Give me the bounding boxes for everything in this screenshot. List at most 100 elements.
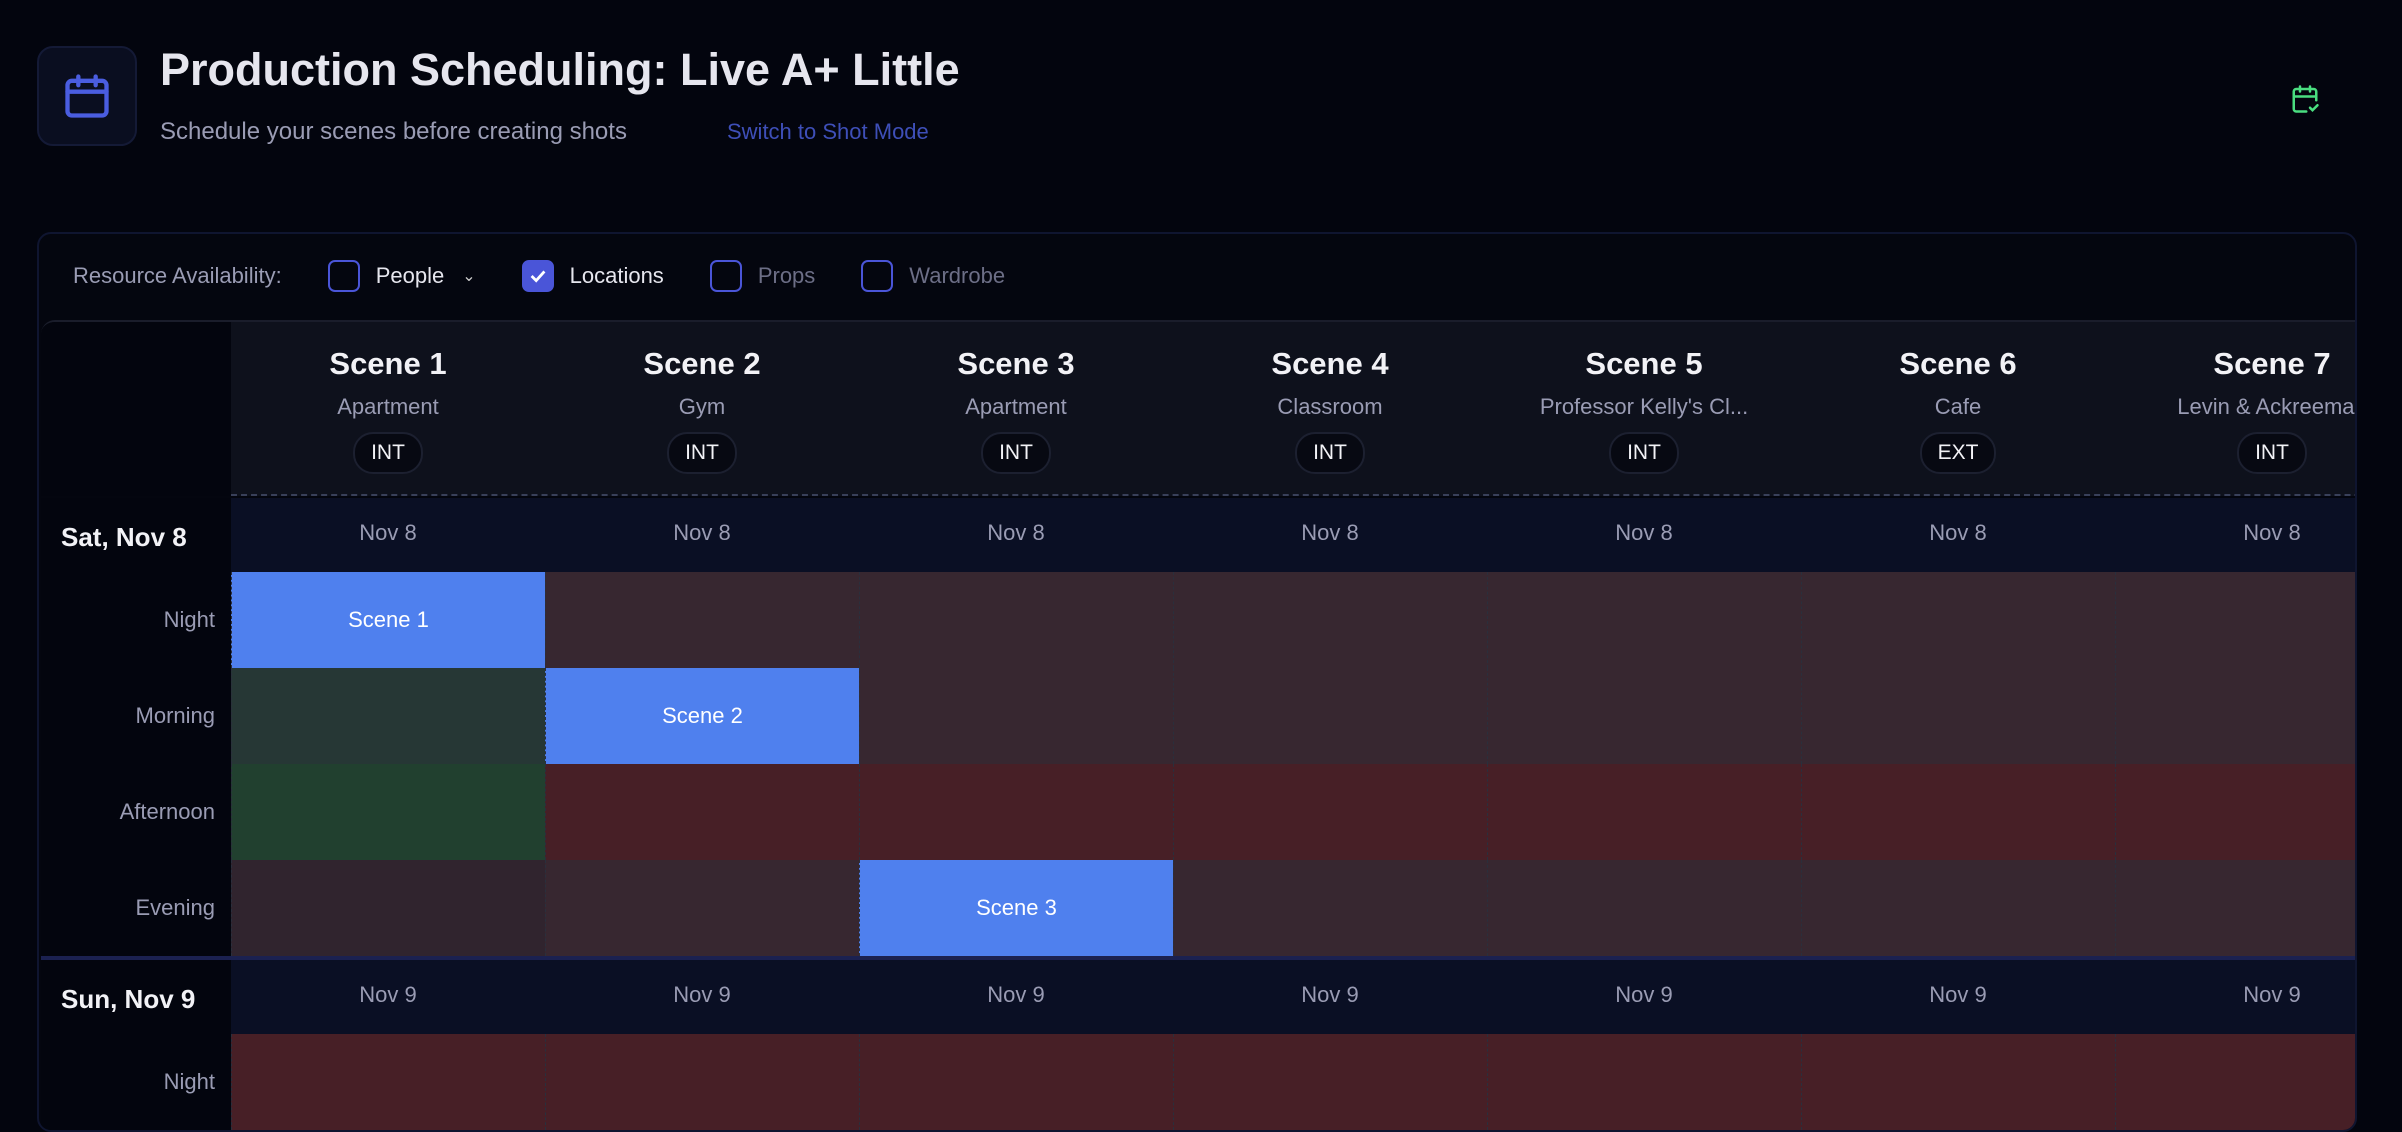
availability-cell[interactable] bbox=[231, 668, 545, 764]
availability-cell[interactable] bbox=[1801, 668, 2115, 764]
scene-name: Scene 7 bbox=[2213, 346, 2331, 381]
availability-cell[interactable] bbox=[231, 1034, 545, 1130]
day-label: Sun, Nov 9 bbox=[41, 960, 231, 1034]
int-ext-badge: EXT bbox=[1919, 432, 1997, 474]
column-date: Nov 9 bbox=[1615, 982, 1673, 1007]
scene-column-header[interactable]: Scene 5 Professor Kelly's Cl... INT bbox=[1487, 322, 1801, 494]
scene-location: Professor Kelly's Cl... bbox=[1539, 394, 1749, 419]
scene-name: Scene 4 bbox=[1271, 346, 1389, 381]
scheduled-scene-block[interactable]: Scene 3 bbox=[859, 860, 1173, 956]
int-ext-badge: INT bbox=[981, 432, 1051, 474]
filter-locations-checkbox[interactable]: Locations bbox=[521, 260, 664, 292]
chevron-down-icon[interactable]: ⌄ bbox=[462, 268, 476, 285]
availability-cell[interactable] bbox=[545, 572, 859, 668]
time-slot-label: Morning bbox=[41, 668, 231, 764]
schedule-grid: Scene 1 Apartment INT Scene 2 Gym INT Scene 3 A… bbox=[41, 320, 2355, 1130]
availability-cell[interactable] bbox=[2115, 1034, 2355, 1130]
scene-name: Scene 5 bbox=[1585, 346, 1703, 381]
scheduled-scene-block[interactable]: Scene 2 bbox=[545, 668, 859, 764]
int-ext-badge: INT bbox=[667, 432, 737, 474]
availability-cell[interactable] bbox=[1173, 572, 1487, 668]
scene-column-header[interactable]: Scene 3 Apartment INT bbox=[859, 322, 1173, 494]
scene-column-header[interactable]: Scene 1 Apartment INT bbox=[231, 322, 545, 494]
column-date: Nov 8 bbox=[359, 520, 417, 545]
availability-cell[interactable] bbox=[1487, 668, 1801, 764]
availability-cell[interactable] bbox=[1801, 1034, 2115, 1130]
availability-cell[interactable] bbox=[1801, 860, 2115, 956]
filter-label: Props bbox=[757, 263, 816, 288]
availability-cell[interactable] bbox=[231, 860, 545, 956]
scene-header-row: Scene 1 Apartment INT Scene 2 Gym INT Scene 3 A… bbox=[231, 322, 2355, 496]
resource-availability-label: Resource Availability: bbox=[73, 263, 282, 288]
scene-column-header[interactable]: Scene 6 Cafe EXT bbox=[1801, 322, 2115, 494]
time-slot-label: Afternoon bbox=[41, 764, 231, 860]
availability-cell[interactable] bbox=[1487, 860, 1801, 956]
page-subtitle: Schedule your scenes before creating sho… bbox=[160, 118, 627, 145]
filter-props-checkbox[interactable]: Props bbox=[709, 260, 816, 292]
availability-cell[interactable] bbox=[545, 1034, 859, 1130]
availability-cell[interactable] bbox=[859, 764, 1173, 860]
scene-column-header[interactable]: Scene 4 Classroom INT bbox=[1173, 322, 1487, 494]
availability-cell[interactable] bbox=[859, 572, 1173, 668]
scene-column-header[interactable]: Scene 7 Levin & Ackreeman INT bbox=[2115, 322, 2355, 494]
column-date: Nov 9 bbox=[673, 982, 731, 1007]
column-date: Nov 9 bbox=[1929, 982, 1987, 1007]
column-date: Nov 8 bbox=[1615, 520, 1673, 545]
availability-cell[interactable] bbox=[2115, 572, 2355, 668]
column-date: Nov 9 bbox=[987, 982, 1045, 1007]
scene-name: Scene 1 bbox=[329, 346, 447, 381]
column-date: Nov 8 bbox=[2243, 520, 2301, 545]
scene-name: Scene 6 bbox=[1899, 346, 2017, 381]
column-date: Nov 9 bbox=[1301, 982, 1359, 1007]
availability-cell[interactable] bbox=[1487, 764, 1801, 860]
availability-cell[interactable] bbox=[1173, 860, 1487, 956]
availability-cell[interactable] bbox=[231, 764, 545, 860]
switch-to-shot-mode-link[interactable]: Switch to Shot Mode bbox=[727, 119, 929, 144]
schedule-card: Resource Availability: People ⌄ Locations P… bbox=[37, 232, 2357, 1132]
day-header-row: Sun, Nov 9 Nov 9 Nov 9 Nov 9 Nov 9 Nov 9 Nov 9… bbox=[41, 960, 2355, 1034]
column-date: Nov 9 bbox=[359, 982, 417, 1007]
availability-cell[interactable] bbox=[1487, 1034, 1801, 1130]
scene-location: Classroom bbox=[1277, 394, 1383, 419]
scheduled-scene-block[interactable]: Scene 1 bbox=[231, 572, 545, 668]
column-date: Nov 9 bbox=[2243, 982, 2301, 1007]
scene-location: Levin & Ackreeman bbox=[2177, 394, 2355, 419]
checkbox-box[interactable] bbox=[861, 260, 894, 292]
time-slot-label: Night bbox=[41, 572, 231, 668]
availability-cell[interactable] bbox=[2115, 668, 2355, 764]
check-icon bbox=[530, 270, 546, 283]
checkbox-box[interactable] bbox=[327, 260, 360, 292]
day-label: Sat, Nov 8 bbox=[41, 498, 231, 572]
column-date: Nov 8 bbox=[1929, 520, 1987, 545]
filter-people-checkbox[interactable]: People ⌄ bbox=[327, 260, 476, 292]
int-ext-badge: INT bbox=[1609, 432, 1679, 474]
availability-cell[interactable] bbox=[2115, 860, 2355, 956]
filter-label: People bbox=[375, 263, 445, 288]
availability-cell[interactable] bbox=[859, 1034, 1173, 1130]
availability-cell[interactable] bbox=[1801, 572, 2115, 668]
scene-location: Apartment bbox=[337, 394, 439, 419]
filter-wardrobe-checkbox[interactable]: Wardrobe bbox=[861, 260, 1005, 292]
time-slot-label: Evening bbox=[41, 860, 231, 956]
availability-cell[interactable] bbox=[545, 764, 859, 860]
filter-label: Locations bbox=[569, 263, 664, 288]
checkbox-box[interactable] bbox=[709, 260, 742, 292]
scene-location: Apartment bbox=[965, 394, 1067, 419]
int-ext-badge: INT bbox=[353, 432, 423, 474]
calendar-check-icon[interactable] bbox=[2290, 82, 2320, 121]
availability-cell[interactable] bbox=[1173, 764, 1487, 860]
calendar-logo bbox=[37, 46, 137, 146]
availability-cell[interactable] bbox=[1173, 1034, 1487, 1130]
availability-cell[interactable] bbox=[1173, 668, 1487, 764]
int-ext-badge: INT bbox=[2237, 432, 2307, 474]
day-separator bbox=[41, 956, 2355, 960]
availability-cell[interactable] bbox=[545, 860, 859, 956]
availability-cell[interactable] bbox=[1801, 764, 2115, 860]
availability-cell[interactable] bbox=[859, 668, 1173, 764]
scene-name: Scene 2 bbox=[643, 346, 761, 381]
checkbox-box[interactable] bbox=[521, 260, 554, 292]
availability-cell[interactable] bbox=[2115, 764, 2355, 860]
scene-location: Cafe bbox=[1934, 394, 1982, 419]
availability-cell[interactable] bbox=[1487, 572, 1801, 668]
scene-column-header[interactable]: Scene 2 Gym INT bbox=[545, 322, 859, 494]
